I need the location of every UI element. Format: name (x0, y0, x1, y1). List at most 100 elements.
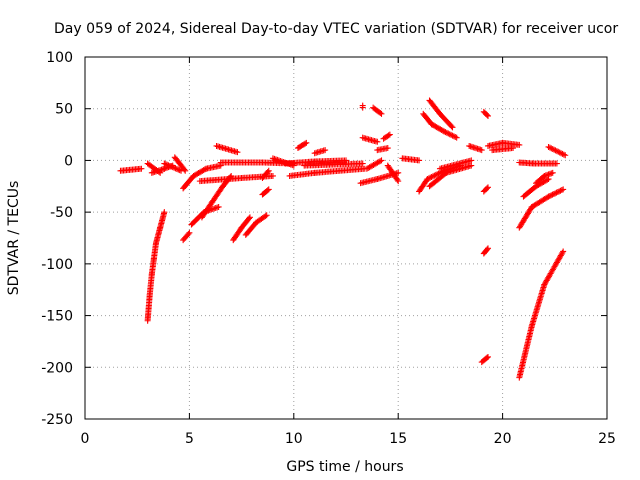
data-point (173, 165, 180, 172)
data-point (201, 166, 208, 173)
series-arc-25 (359, 134, 381, 145)
data-point (185, 231, 192, 238)
y-tick-label: -50 (50, 205, 73, 221)
data-point (165, 162, 172, 169)
data-point (343, 157, 349, 164)
data-point (395, 169, 402, 176)
data-point (555, 148, 562, 155)
data-point (546, 192, 553, 199)
series-arc-41 (480, 245, 491, 257)
data-point (442, 129, 449, 136)
data-point (161, 160, 168, 167)
x-tick-label: 10 (285, 431, 303, 447)
gridlines (85, 57, 607, 419)
data-point (553, 189, 560, 196)
series-arc-49 (533, 169, 556, 187)
data-point (483, 185, 490, 192)
data-point (427, 174, 434, 181)
data-point (449, 132, 456, 139)
data-point (560, 248, 567, 255)
data-point (484, 184, 491, 191)
data-point (553, 148, 560, 155)
data-point (484, 246, 491, 253)
data-point (468, 157, 475, 164)
data-point (377, 109, 384, 116)
data-point (484, 245, 491, 252)
x-axis-label: GPS time / hours (286, 459, 403, 475)
data-point (558, 150, 565, 157)
data-point (552, 147, 559, 154)
data-point (431, 172, 438, 179)
data-point (553, 160, 560, 167)
data-point (172, 165, 179, 172)
data-point (264, 187, 271, 194)
data-point (448, 123, 455, 130)
data-point (430, 173, 436, 180)
data-point (416, 157, 423, 164)
x-tick-label: 25 (598, 431, 616, 447)
series-arc-45 (516, 159, 560, 167)
data-point (269, 172, 276, 179)
y-tick-label: -100 (41, 257, 73, 273)
data-point (263, 212, 270, 219)
series-arc-29 (357, 169, 402, 187)
data-point (246, 215, 253, 222)
series-arc-47 (516, 186, 567, 231)
data-point (450, 133, 457, 140)
data-point (548, 192, 555, 199)
data-point (186, 229, 193, 236)
data-point (546, 144, 553, 151)
y-tick-label: 50 (55, 102, 73, 118)
data-point (434, 171, 441, 178)
y-axis-label: SDTVAR / TECUs (6, 181, 22, 296)
series-arc-7 (180, 162, 224, 192)
series-arc-32 (399, 155, 423, 164)
series-arc-23 (311, 147, 329, 157)
series-arc-16 (259, 167, 272, 182)
series-arc-22 (294, 139, 310, 152)
data-point (549, 169, 556, 176)
series-arc-15 (242, 212, 270, 238)
data-point (446, 131, 453, 138)
series-arc-14 (230, 214, 253, 244)
series-arc-35 (436, 157, 475, 172)
series-arc-6 (171, 154, 189, 174)
data-point (478, 147, 485, 154)
series-arc-30 (363, 157, 385, 172)
data-point (441, 128, 448, 135)
data-point (234, 149, 241, 156)
data-point (557, 187, 564, 194)
chart-title: Day 059 of 2024, Sidereal Day-to-day VTE… (54, 21, 618, 37)
data-point (182, 167, 189, 174)
series-arc-31 (384, 162, 402, 185)
x-tick-label: 15 (389, 431, 407, 447)
data-point (510, 145, 517, 152)
data-markers (117, 97, 569, 381)
data-point (548, 145, 555, 152)
data-point (302, 140, 309, 147)
data-point (164, 161, 171, 168)
y-tick-label: 0 (64, 153, 73, 169)
data-point (550, 190, 557, 197)
data-point (545, 193, 552, 200)
series-arc-46 (516, 248, 567, 381)
series-arc-27 (380, 131, 393, 142)
data-point (445, 130, 452, 137)
data-point (303, 139, 310, 146)
data-point (443, 129, 450, 136)
data-point (448, 131, 455, 138)
data-point (166, 162, 173, 169)
data-point (452, 133, 459, 140)
series-arc-28 (374, 145, 391, 154)
series-arc-20 (282, 157, 349, 167)
series-arc-39 (480, 108, 491, 119)
plot-frame (84, 56, 608, 420)
series-arc-24 (359, 102, 366, 111)
data-point (559, 150, 566, 157)
series-arc-40 (480, 184, 491, 195)
y-tick-label: -250 (41, 412, 73, 428)
data-point (554, 189, 561, 196)
data-point (516, 141, 523, 148)
data-point (545, 143, 552, 150)
data-point (378, 110, 385, 117)
